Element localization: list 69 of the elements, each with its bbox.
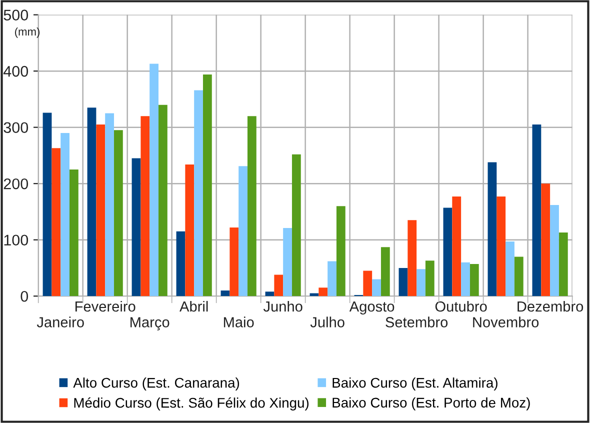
bar: [550, 204, 559, 296]
bar: [488, 162, 497, 296]
bar: [283, 228, 292, 296]
bar: [105, 113, 114, 296]
bar: [328, 261, 336, 296]
bar: [185, 164, 194, 296]
x-tick-label: Maio: [224, 316, 254, 328]
bar: [69, 170, 78, 296]
bar: [372, 279, 381, 296]
bar: [514, 256, 524, 296]
y-axis-title: (mm): [15, 27, 40, 38]
bar: [194, 90, 203, 296]
bar: [42, 112, 52, 296]
y-tick-label: 100: [4, 234, 28, 246]
bar: [336, 206, 346, 296]
x-tick-label: Setembro: [386, 316, 448, 328]
bar: [96, 124, 106, 296]
bar: [158, 104, 168, 296]
bar: [452, 196, 462, 296]
y-tick-label: 300: [4, 122, 28, 134]
bar: [506, 242, 514, 296]
x-tick-label: Abril: [180, 300, 208, 312]
bar: [408, 220, 417, 296]
bar: [443, 208, 452, 296]
x-tick-label: Fevereiro: [75, 300, 136, 312]
x-tick-label: Agosto: [349, 301, 394, 315]
bar: [238, 166, 248, 296]
bar: [416, 269, 426, 296]
bar: [274, 274, 284, 296]
bar: [532, 124, 542, 296]
bar: [363, 270, 372, 296]
legend-label: Baixo Curso (Est. Porto de Moz): [332, 397, 530, 410]
bar: [558, 232, 568, 296]
bar: [176, 231, 186, 296]
bar: [247, 116, 256, 296]
y-tick-label: 400: [3, 66, 28, 77]
y-tick-label: 200: [4, 178, 28, 190]
bar: [398, 268, 408, 296]
x-tick-label: Novembro: [473, 316, 539, 328]
bar: [132, 158, 141, 296]
x-tick-label: Julho: [310, 316, 344, 328]
bar: [150, 64, 158, 296]
bar: [380, 247, 390, 296]
bar: [230, 227, 239, 296]
x-tick-label: Junho: [263, 300, 302, 312]
legend-label: Alto Curso (Est. Canarana): [73, 378, 240, 390]
bar: [470, 264, 479, 296]
bar: [202, 74, 212, 296]
bar: [318, 288, 328, 296]
bar: [461, 262, 470, 296]
bar: [114, 130, 123, 296]
x-tick-label: Dezembro: [518, 300, 584, 312]
x-tick-label: Janeiro: [36, 316, 84, 328]
y-tick-label: 500: [4, 10, 28, 20]
bar: [140, 116, 150, 296]
y-tick-label: 0: [20, 290, 28, 302]
bar: [220, 290, 230, 296]
x-tick-label: Outubro: [435, 300, 487, 312]
bar: [292, 154, 301, 296]
legend-label: Médio Curso (Est. São Félix do Xingu): [74, 397, 309, 410]
legend-label: Baixo Curso (Est. Altamira): [332, 378, 498, 390]
bar: [425, 260, 434, 296]
bar: [87, 108, 96, 296]
bar: [541, 184, 550, 296]
bar: [60, 132, 70, 296]
bar: [52, 148, 61, 296]
bar: [496, 196, 506, 296]
x-tick-label: Março: [130, 317, 170, 330]
bar: [265, 292, 274, 296]
